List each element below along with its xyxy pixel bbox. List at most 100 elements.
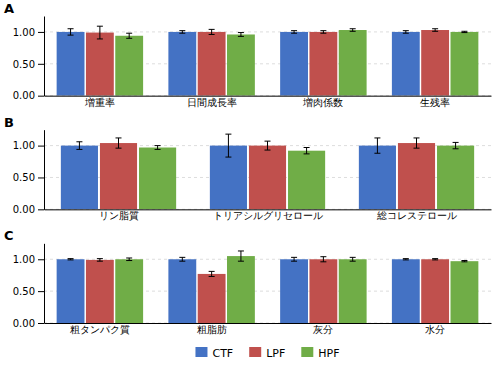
tick-label: 0.50 — [13, 172, 35, 183]
tick-label: 灰分 — [313, 324, 333, 335]
x-axis: 粗タンパク質 粗脂肪 灰分 水分 — [45, 324, 492, 336]
bar — [249, 146, 286, 210]
bar — [421, 30, 449, 96]
tick-label: 日間成長率 — [187, 97, 237, 108]
panel-label: C — [4, 228, 14, 243]
tick: 灰分 — [313, 324, 333, 335]
error-bar — [97, 259, 103, 262]
axis-line — [44, 17, 45, 97]
bar — [57, 32, 85, 96]
bar — [280, 32, 308, 96]
panel: 0.00 0.50 1.00 粗タンパク質 粗脂肪 灰分 水分 C — [4, 228, 492, 335]
grid — [44, 259, 491, 323]
legend-item: CTF — [195, 347, 233, 360]
tick-label: 水分 — [425, 324, 445, 335]
tick: 増重率 — [84, 97, 115, 108]
legend-label: HPF — [318, 347, 339, 360]
bar — [359, 146, 396, 210]
bar — [168, 259, 196, 323]
error-bar — [68, 29, 74, 35]
tick: 0.00 — [13, 90, 44, 101]
bar — [339, 30, 367, 96]
panel: 0.000.501.00リン脂質トリアシルグリセロール総コレステロールB — [4, 115, 492, 222]
error-bar — [116, 138, 122, 148]
tick-label: 生残率 — [420, 97, 450, 108]
tick: 1.00 — [13, 27, 44, 38]
tick-mark — [38, 177, 44, 178]
tick-mark — [38, 96, 44, 97]
axis-line — [44, 244, 45, 324]
tick: 0.50 — [13, 172, 44, 183]
tick-mark — [38, 146, 44, 147]
error-bar — [403, 31, 409, 34]
tick-mark — [38, 32, 44, 33]
tick: 0.50 — [13, 59, 44, 70]
error-bar — [320, 257, 326, 262]
tick: 0.00 — [13, 318, 44, 329]
x-axis: 増重率 日間成長率 増肉係数 生残率 — [45, 96, 492, 108]
series — [139, 142, 474, 209]
error-bar — [403, 259, 409, 260]
tick: 日間成長率 — [187, 97, 237, 108]
error-bar — [126, 33, 132, 38]
error-bar — [461, 31, 467, 32]
bar — [398, 143, 435, 209]
error-bar — [350, 257, 356, 261]
tick-label: 粗脂肪 — [197, 324, 227, 335]
bar — [288, 151, 325, 210]
bar — [198, 32, 226, 96]
bar — [280, 259, 308, 323]
bar — [61, 146, 98, 210]
bar — [86, 33, 114, 96]
error-bar — [432, 259, 438, 260]
error-bar — [68, 259, 74, 260]
tick: トリアシルグリセロール — [213, 210, 323, 221]
tick-label: 0.00 — [13, 318, 35, 329]
series — [115, 29, 478, 96]
tick: 0.50 — [13, 286, 44, 297]
tick-label: 増重率 — [84, 97, 115, 108]
y-axis: 0.00 0.50 1.00 — [13, 17, 45, 102]
error-bar — [453, 142, 459, 148]
tick-label: 粗タンパク質 — [70, 324, 130, 335]
tick-mark — [38, 323, 44, 324]
tick-label: トリアシルグリセロール — [213, 210, 323, 221]
bar — [392, 259, 420, 323]
y-axis: 0.00 0.50 1.00 — [13, 244, 45, 329]
bar — [168, 32, 196, 96]
legend-label: CTF — [212, 347, 233, 360]
tick-label: 0.50 — [13, 286, 35, 297]
marks — [57, 251, 479, 323]
panel-label: B — [4, 115, 14, 130]
error-bar — [304, 148, 310, 154]
tick-mark — [38, 291, 44, 292]
tick-mark — [38, 259, 44, 260]
tick: 水分 — [425, 324, 445, 335]
bar — [421, 259, 449, 323]
legend-swatch — [195, 347, 207, 357]
legend: CTF LPF HPF — [195, 347, 339, 360]
tick-mark — [38, 209, 44, 210]
tick-mark — [38, 64, 44, 65]
tick-label: 0.00 — [13, 204, 35, 215]
legend-item: LPF — [249, 347, 285, 360]
tick: 粗脂肪 — [197, 324, 227, 335]
error-bar — [126, 258, 132, 261]
tick-label: 増肉係数 — [302, 97, 343, 108]
error-bar — [209, 29, 215, 34]
tick-label: 1.00 — [13, 254, 35, 265]
tick: 増肉係数 — [302, 97, 343, 108]
error-bar — [374, 138, 380, 153]
series — [115, 251, 478, 323]
bar — [198, 274, 226, 323]
tick-label: 0.00 — [13, 90, 35, 101]
series — [57, 29, 420, 96]
tick-label: 総コレステロール — [376, 210, 457, 221]
bar — [115, 36, 143, 96]
error-bar — [414, 138, 420, 148]
bar — [451, 261, 479, 323]
tick: 生残率 — [420, 97, 450, 108]
error-bar — [76, 142, 82, 150]
marks — [57, 26, 479, 95]
marks — [61, 134, 474, 209]
